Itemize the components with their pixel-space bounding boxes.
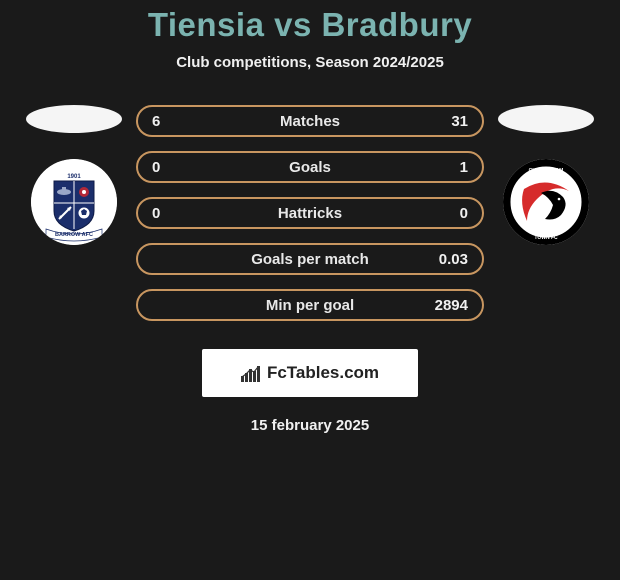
- stat-row-min-per-goal: Min per goal 2894: [136, 289, 484, 321]
- left-club-badge: 1901: [31, 159, 117, 245]
- date-text: 15 february 2025: [251, 417, 369, 434]
- stat-right-value: 2894: [418, 297, 468, 314]
- left-player-col: 1901: [24, 105, 124, 245]
- stat-left-value: 0: [152, 205, 202, 222]
- stat-left-value: 0: [152, 159, 202, 176]
- stat-row-hattricks: 0 Hattricks 0: [136, 197, 484, 229]
- stat-label: Goals: [202, 159, 418, 176]
- stat-right-value: 31: [418, 113, 468, 130]
- comparison-card: Tiensia vs Bradbury Club competitions, S…: [0, 0, 620, 434]
- svg-text:1901: 1901: [67, 174, 81, 180]
- brand-badge[interactable]: FcTables.com: [202, 349, 418, 397]
- stat-label: Matches: [202, 113, 418, 130]
- left-player-photo: [26, 105, 122, 133]
- svg-text:CHELTENHAM: CHELTENHAM: [529, 168, 564, 174]
- cheltenham-town-icon: CHELTENHAM TOWN FC: [503, 159, 589, 245]
- stat-right-value: 0: [418, 205, 468, 222]
- stat-left-value: 6: [152, 113, 202, 130]
- brand-text: FcTables.com: [241, 363, 379, 383]
- right-player-photo: [498, 105, 594, 133]
- svg-text:TOWN FC: TOWN FC: [534, 235, 558, 241]
- stat-label: Min per goal: [202, 297, 418, 314]
- subtitle: Club competitions, Season 2024/2025: [176, 54, 444, 71]
- right-club-badge: CHELTENHAM TOWN FC: [503, 159, 589, 245]
- main-row: 1901: [0, 105, 620, 321]
- right-player-col: CHELTENHAM TOWN FC: [496, 105, 596, 245]
- stats-column: 6 Matches 31 0 Goals 1 0 Hattricks 0 Goa…: [136, 105, 484, 321]
- stat-right-value: 1: [418, 159, 468, 176]
- stat-right-value: 0.03: [418, 251, 468, 268]
- stat-label: Goals per match: [202, 251, 418, 268]
- stat-label: Hattricks: [202, 205, 418, 222]
- bars-icon: [241, 364, 263, 382]
- stat-row-matches: 6 Matches 31: [136, 105, 484, 137]
- svg-text:BARROW AFC: BARROW AFC: [55, 232, 93, 238]
- barrow-afc-icon: 1901: [31, 159, 117, 245]
- stat-row-goals-per-match: Goals per match 0.03: [136, 243, 484, 275]
- brand-label: FcTables.com: [267, 363, 379, 383]
- page-title: Tiensia vs Bradbury: [148, 6, 472, 44]
- stat-row-goals: 0 Goals 1: [136, 151, 484, 183]
